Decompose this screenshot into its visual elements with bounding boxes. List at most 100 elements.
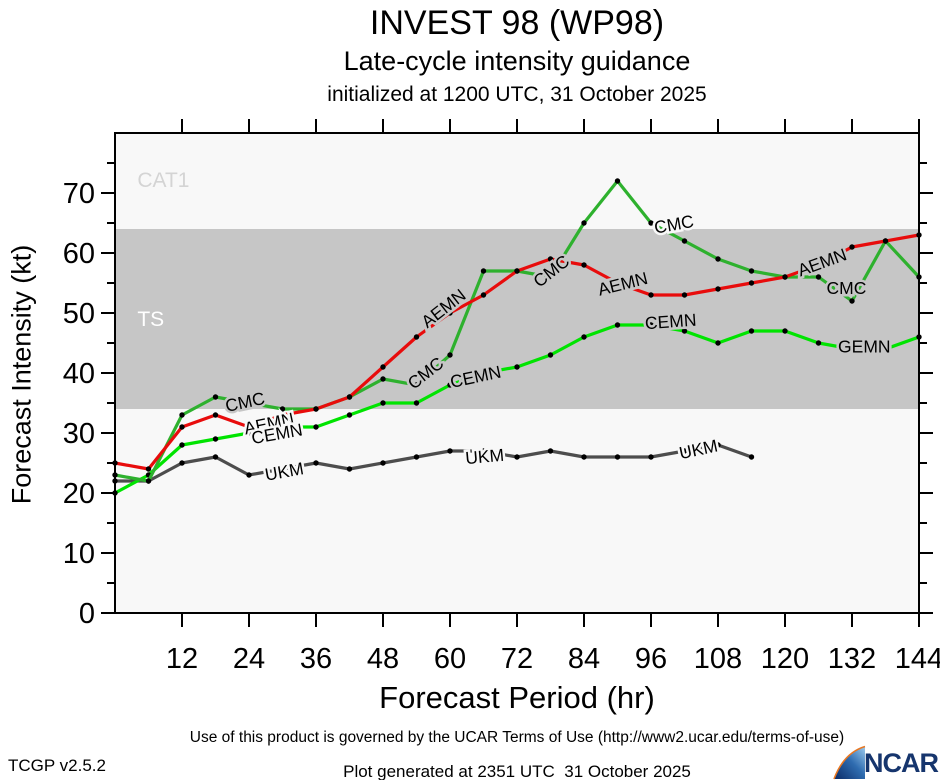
data-point-cemn xyxy=(748,328,755,334)
data-point-ukm xyxy=(380,460,386,466)
data-point-cemn xyxy=(380,400,386,406)
plot-generated-text: Plot generated at 2351 UTC 31 October 20… xyxy=(343,762,691,780)
data-point-cemn xyxy=(782,328,788,334)
data-point-aemn xyxy=(313,406,319,412)
data-point-cmc xyxy=(447,352,453,358)
data-point-ukm xyxy=(681,448,688,454)
x-tick-label: 24 xyxy=(233,643,265,675)
data-point-aemn xyxy=(380,364,386,370)
data-point-cemn xyxy=(447,382,453,388)
data-point-cmc xyxy=(614,178,621,184)
data-point-aemn xyxy=(279,412,286,418)
data-point-aemn xyxy=(179,424,185,430)
data-point-cmc xyxy=(246,400,252,406)
data-point-cemn xyxy=(212,436,219,442)
data-point-cemn xyxy=(581,334,587,340)
tcgp-version-text: TCGP v2.5.2 xyxy=(8,756,106,775)
data-point-cmc xyxy=(480,268,487,274)
data-point-cmc xyxy=(681,238,688,244)
data-point-cmc xyxy=(715,256,721,262)
data-point-cemn xyxy=(715,340,721,346)
data-point-aemn xyxy=(514,268,520,274)
data-point-aemn xyxy=(547,256,554,262)
data-point-ukm xyxy=(212,454,219,460)
data-point-cmc xyxy=(380,376,386,382)
data-point-aemn xyxy=(246,424,252,430)
y-tick-label: 30 xyxy=(63,418,95,450)
data-point-aemn xyxy=(614,280,621,286)
line-label-ukm: UKM xyxy=(464,445,504,468)
x-tick-label: 12 xyxy=(166,643,198,675)
x-tick-label: 96 xyxy=(635,643,667,675)
data-point-aemn xyxy=(748,280,755,286)
data-point-aemn xyxy=(782,274,788,280)
data-point-ukm xyxy=(614,454,621,460)
line-label-cemn: CEMN xyxy=(644,310,697,334)
x-tick-label: 60 xyxy=(434,643,466,675)
data-point-aemn xyxy=(715,286,721,292)
data-point-ukm xyxy=(581,454,587,460)
y-tick-label: 40 xyxy=(63,358,95,390)
data-point-cmc xyxy=(279,406,286,412)
data-point-aemn xyxy=(145,466,152,472)
data-point-aemn xyxy=(413,334,420,340)
data-point-cemn xyxy=(547,352,554,358)
data-point-cemn xyxy=(681,328,688,334)
y-tick-label: 0 xyxy=(79,598,95,630)
page-subtitle: Late-cycle intensity guidance xyxy=(343,46,691,76)
data-point-cemn xyxy=(279,424,286,430)
y-tick-label: 60 xyxy=(63,238,95,270)
x-tick-label: 132 xyxy=(828,643,876,675)
data-point-cemn xyxy=(614,322,621,328)
data-point-ukm xyxy=(480,448,487,454)
band-cat1 xyxy=(115,133,919,229)
data-point-ukm xyxy=(313,460,319,466)
data-point-cemn xyxy=(413,400,420,406)
data-point-ukm xyxy=(748,454,755,460)
data-point-cemn xyxy=(179,442,185,448)
data-point-aemn xyxy=(480,292,487,298)
data-point-ukm xyxy=(648,454,654,460)
data-point-cmc xyxy=(413,382,420,388)
data-point-aemn xyxy=(882,238,889,244)
terms-of-use-text: Use of this product is governed by the U… xyxy=(189,729,845,746)
x-tick-label: 48 xyxy=(367,643,399,675)
x-tick-label: 84 xyxy=(568,643,600,675)
band-label-ts: TS xyxy=(137,308,164,331)
data-point-aemn xyxy=(648,292,654,298)
data-point-aemn xyxy=(849,244,855,250)
data-point-aemn xyxy=(447,310,453,316)
line-label-gemn: GEMN xyxy=(838,337,891,357)
data-point-cemn xyxy=(246,430,252,436)
data-point-cemn xyxy=(313,424,319,430)
line-label-cmc: CMC xyxy=(826,278,866,298)
data-point-cmc xyxy=(547,274,554,280)
page-title: INVEST 98 (WP98) xyxy=(369,4,665,42)
data-point-ukm xyxy=(346,466,353,472)
x-tick-label: 36 xyxy=(300,643,332,675)
data-point-cmc xyxy=(581,220,587,226)
data-point-cemn xyxy=(849,346,855,352)
data-point-cemn xyxy=(514,364,520,370)
ncar-swoosh-icon xyxy=(833,745,866,780)
x-tick-label: 108 xyxy=(694,643,742,675)
x-tick-label: 72 xyxy=(501,643,533,675)
data-point-aemn xyxy=(346,394,353,400)
data-point-aemn xyxy=(212,412,219,418)
data-point-cemn xyxy=(815,340,822,346)
data-point-ukm xyxy=(514,454,520,460)
y-tick-label: 70 xyxy=(63,178,95,210)
data-point-cmc xyxy=(145,478,152,484)
data-point-aemn xyxy=(815,262,822,268)
data-point-ukm xyxy=(179,460,185,466)
y-tick-label: 10 xyxy=(63,538,95,570)
data-point-aemn xyxy=(581,262,587,268)
band-label-cat1: CAT1 xyxy=(137,169,189,192)
data-point-cemn xyxy=(480,370,487,376)
data-point-cemn xyxy=(648,322,654,328)
data-point-aemn xyxy=(681,292,688,298)
y-tick-label: 50 xyxy=(63,298,95,330)
x-tick-label: 120 xyxy=(761,643,809,675)
